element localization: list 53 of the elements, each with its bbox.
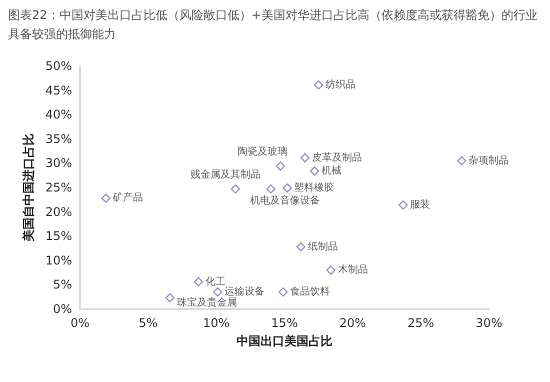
- annotation: 陶瓷及玻璃: [237, 146, 288, 158]
- point: [326, 266, 336, 275]
- x-tick-label: 15%: [271, 316, 298, 330]
- x-tick-label: 10%: [202, 316, 230, 330]
- y-tick-label: 35%: [45, 132, 72, 146]
- annotation: 机电及音像设备: [250, 194, 320, 206]
- annotation: 珠宝及贵金属: [176, 296, 237, 308]
- x-tick-label: 0%: [70, 316, 90, 330]
- y-tick-label: 15%: [45, 229, 72, 244]
- point: [278, 287, 288, 297]
- annotation: 运输设备: [224, 285, 265, 298]
- x-axis-title: 中国出口美国占比: [236, 334, 332, 348]
- annotation: 纸制品: [308, 240, 338, 252]
- annotation: 机械: [321, 164, 342, 176]
- point: [398, 200, 408, 210]
- point: [266, 184, 276, 194]
- point: [165, 293, 175, 302]
- x-tick-label: 30%: [476, 316, 502, 330]
- chart-title: 图表22：中国对美出口占比低（风险敞口低）+美国对华进口占比高（依赖度高或获得豁免）的行业具备较强的抵御能力: [8, 7, 538, 43]
- y-tick-label: 30%: [45, 156, 72, 170]
- y-tick-label: 0%: [52, 302, 72, 316]
- annotation: 木制品: [338, 264, 368, 276]
- x-tick-label: 5%: [138, 316, 158, 330]
- y-tick-label: 5%: [52, 278, 72, 292]
- point: [213, 287, 222, 297]
- point: [194, 277, 204, 286]
- annotation: 化工: [206, 275, 226, 288]
- x-tick-label: 20%: [339, 316, 366, 330]
- point: [296, 242, 306, 252]
- y-tick-label: 40%: [45, 108, 72, 122]
- point: [314, 80, 324, 90]
- y-tick-label: 20%: [45, 204, 72, 219]
- annotation: 纺织品: [326, 78, 356, 90]
- point: [457, 156, 466, 166]
- point: [282, 183, 292, 193]
- point: [101, 194, 111, 203]
- annotation: 食品饮料: [290, 285, 330, 298]
- point: [276, 162, 286, 171]
- y-tick-label: 50%: [45, 59, 72, 73]
- x-tick-label: 25%: [407, 316, 434, 330]
- point: [300, 153, 310, 162]
- annotation: 服装: [410, 198, 430, 210]
- y-tick-label: 10%: [45, 253, 72, 268]
- point: [310, 166, 320, 176]
- y-axis-title: 美国自中国进口占比: [21, 134, 36, 242]
- annotation: 塑料橡胶: [294, 181, 334, 194]
- annotation: 皮革及制品: [312, 151, 362, 164]
- annotation: 矿产品: [112, 192, 143, 204]
- annotation: 杂项制品: [468, 154, 509, 166]
- point: [230, 184, 240, 194]
- y-tick-label: 25%: [45, 180, 72, 194]
- y-tick-label: 45%: [45, 83, 72, 98]
- annotation: 贱金属及其制品: [190, 168, 260, 180]
